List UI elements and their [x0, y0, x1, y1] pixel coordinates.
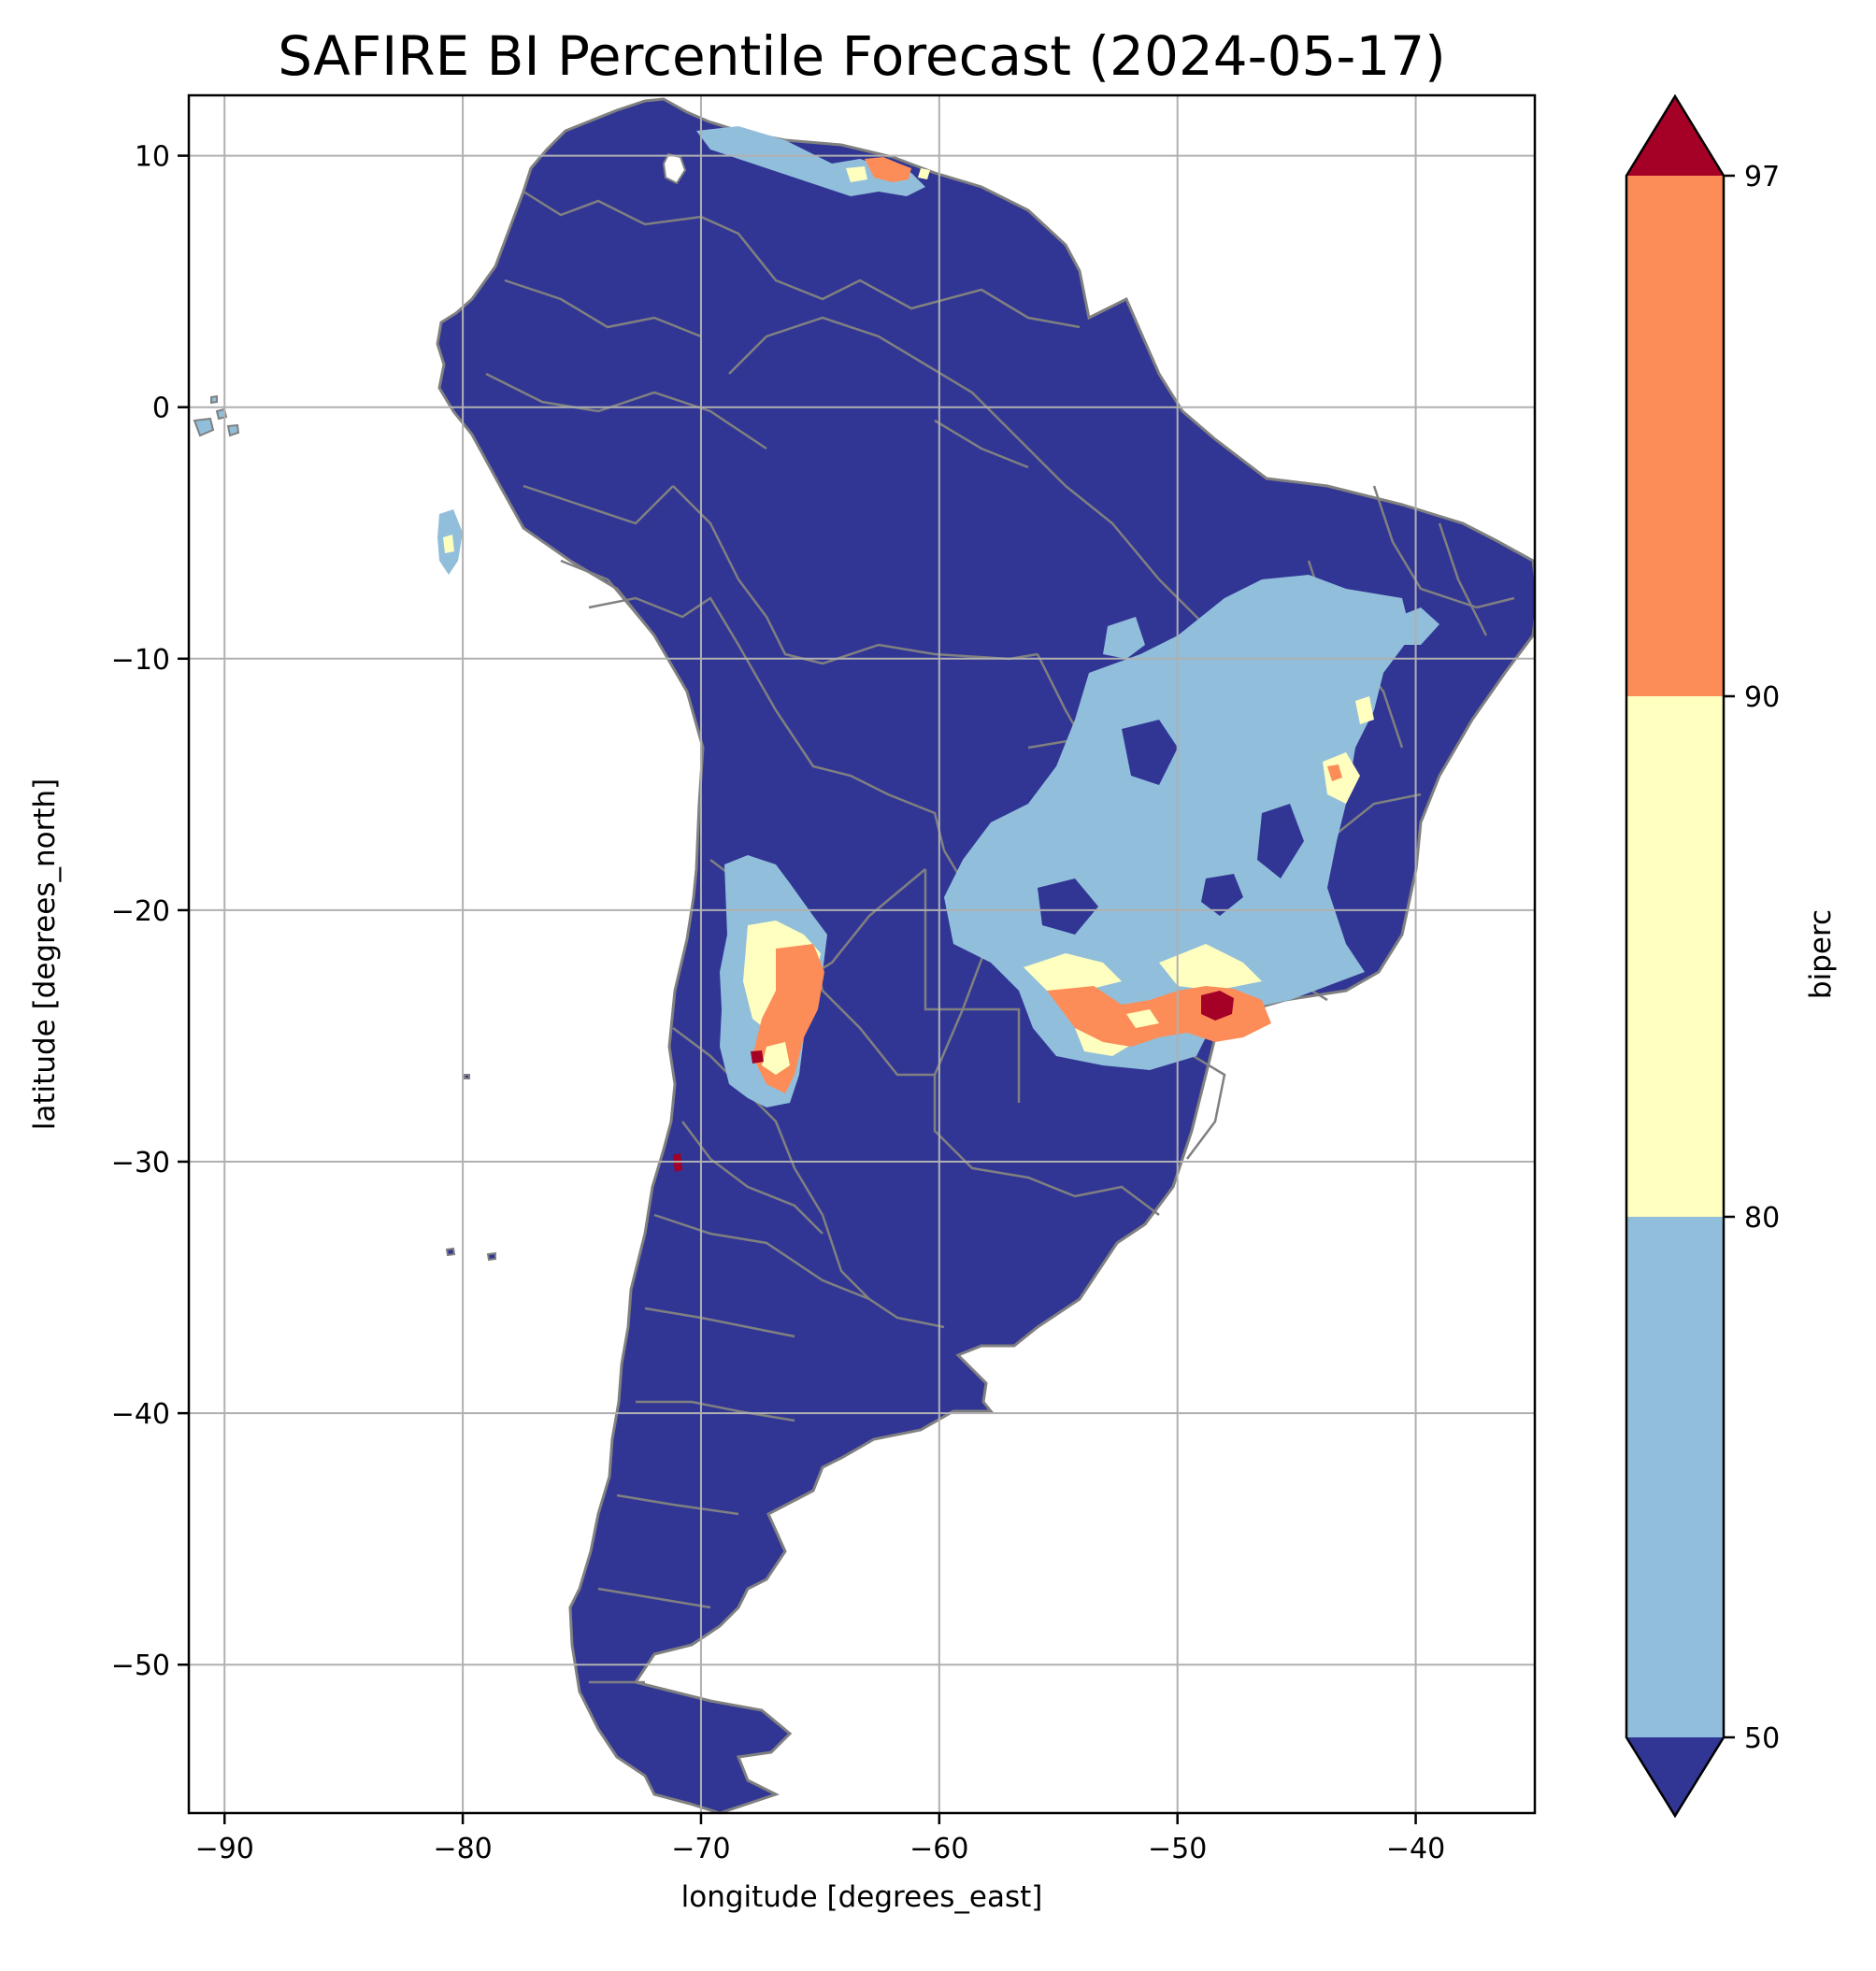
x-tick-label: −50 [1148, 1833, 1207, 1865]
colorbar-tick-label: 90 [1744, 681, 1780, 714]
y-axis-ticks: 10 0 −10 −20 −30 −40 −50 [111, 141, 189, 1682]
y-tick-label: −30 [111, 1147, 170, 1179]
x-axis-label: longitude [degrees_east] [681, 1880, 1043, 1914]
colorbar-band-50-80 [1626, 1217, 1724, 1737]
colorbar-extend-high [1626, 96, 1724, 176]
x-tick-label: −80 [433, 1833, 492, 1865]
colorbar-band-80-90 [1626, 696, 1724, 1217]
colorbar-extend-low [1626, 1737, 1724, 1816]
colorbar-ticks: 50 80 90 97 [1724, 161, 1780, 1755]
x-tick-label: −60 [909, 1833, 968, 1865]
region-venezuela-coast [696, 126, 930, 196]
region-ecuador-coast [437, 509, 463, 575]
colorbar: 50 80 90 97 biperc [1625, 93, 1838, 1819]
colorbar-band-90-97 [1626, 176, 1724, 696]
gridlines [189, 95, 1535, 1813]
x-tick-label: −90 [195, 1833, 254, 1865]
colorbar-tick-label: 80 [1744, 1202, 1780, 1235]
chart-title: SAFIRE BI Percentile Forecast (2024-05-1… [278, 24, 1446, 88]
colorbar-tick-label: 50 [1744, 1722, 1780, 1755]
y-tick-label: 10 [135, 141, 170, 174]
y-tick-label: −10 [111, 644, 170, 677]
x-tick-label: −70 [671, 1833, 730, 1865]
y-axis-label: latitude [degrees_north] [28, 778, 62, 1130]
y-tick-label: −40 [111, 1398, 170, 1431]
map-plot-area [189, 95, 1535, 1813]
colorbar-label: biperc [1804, 909, 1838, 999]
y-tick-label: −20 [111, 895, 170, 928]
region-nw-argentina [720, 855, 827, 1107]
y-tick-label: −50 [111, 1650, 170, 1682]
region-central-brazil-gaps [1038, 720, 1304, 935]
plot-frame [187, 93, 1537, 1815]
region-90-97-highlight [1126, 1009, 1159, 1028]
x-tick-label: −40 [1386, 1833, 1445, 1865]
colorbar-tick-label: 97 [1744, 161, 1780, 193]
y-tick-label: 0 [152, 393, 170, 425]
region-above-97-sao-paulo [1201, 991, 1234, 1021]
x-axis-ticks: −90 −80 −70 −60 −50 −40 [195, 1813, 1445, 1865]
galapagos-islands [193, 394, 240, 437]
